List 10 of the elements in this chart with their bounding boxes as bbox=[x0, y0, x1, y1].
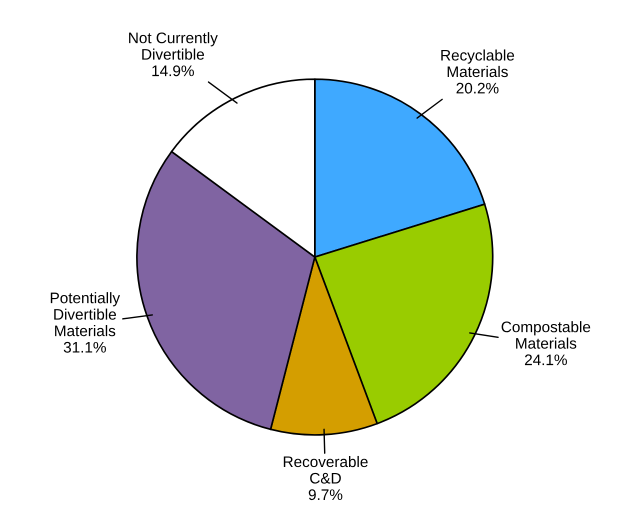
slice-label: Not Currently Divertible bbox=[129, 32, 218, 60]
slice-label: Recoverable C&D bbox=[284, 456, 368, 484]
slice-label: Recyclable Materials bbox=[441, 49, 514, 78]
data-label: 24.1% bbox=[524, 354, 567, 366]
data-label: 31.1% bbox=[64, 342, 106, 353]
data-label: 14.9% bbox=[152, 65, 194, 76]
data-label: 20.2% bbox=[456, 82, 499, 94]
data-label: 9.7% bbox=[308, 489, 342, 500]
slice-label: Potentially Divertible Materials bbox=[50, 292, 120, 336]
slice-label: Compostable Materials bbox=[502, 321, 590, 349]
